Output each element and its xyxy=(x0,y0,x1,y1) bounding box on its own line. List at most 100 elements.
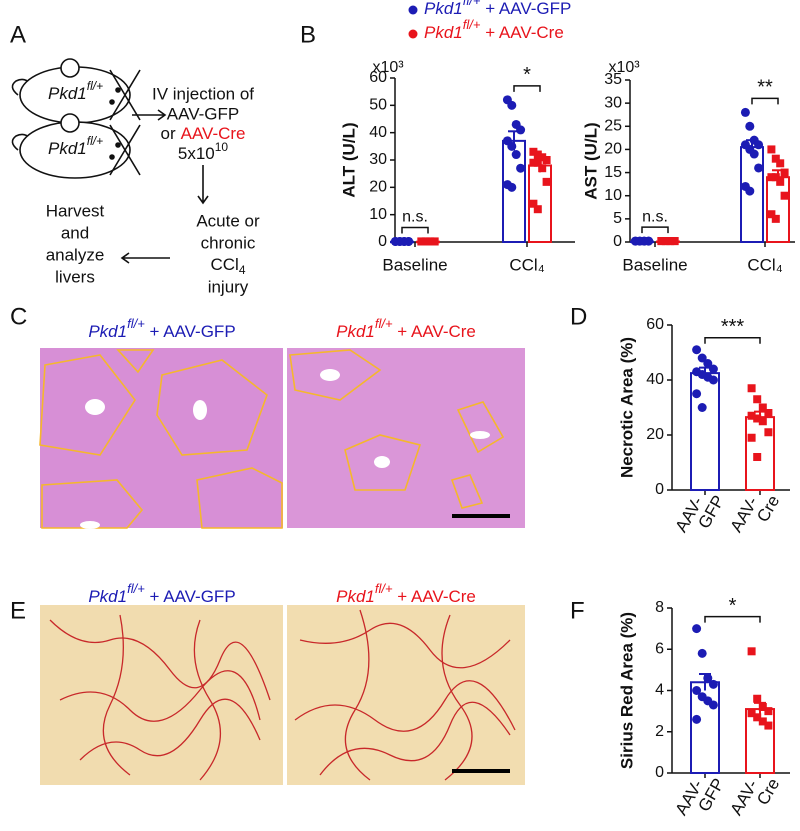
y-tick-label: 6 xyxy=(655,640,664,657)
data-point xyxy=(426,237,435,246)
vector: + AAV-GFP xyxy=(480,0,571,18)
data-point xyxy=(753,713,762,722)
data-point xyxy=(538,164,547,173)
y-multiplier: x10³ xyxy=(608,59,640,76)
legend-marker xyxy=(408,29,418,39)
allele: fl/+ xyxy=(127,581,145,596)
data-point xyxy=(404,236,414,246)
mouse-label: Pkd1fl/+ xyxy=(48,79,103,103)
y-tick-label: 30 xyxy=(604,94,622,111)
x-tick-line: Cre xyxy=(754,492,784,525)
vector: + AAV-Cre xyxy=(480,23,563,42)
mouse-drawings xyxy=(11,58,141,179)
data-point xyxy=(764,707,773,716)
agent-sub: 4 xyxy=(239,263,246,277)
data-point xyxy=(703,673,713,683)
data-point xyxy=(661,237,670,246)
gene: Pkd1 xyxy=(48,139,87,158)
y-axis-label: Sirius Red Area (%) xyxy=(617,612,636,769)
significance-label: * xyxy=(523,64,531,86)
data-point xyxy=(747,433,756,442)
x-tick-label: Baseline xyxy=(382,255,447,274)
data-point xyxy=(771,154,780,163)
harvest-text: analyze xyxy=(46,245,105,264)
y-tick-label: 20 xyxy=(369,179,387,196)
x-tick-label: CCl₄ xyxy=(509,255,544,274)
vector-text: AAV-GFP xyxy=(167,104,239,123)
panel-letter: C xyxy=(10,303,27,330)
allele: fl/+ xyxy=(463,0,481,8)
data-point xyxy=(764,428,773,437)
data-point xyxy=(758,703,767,711)
data-point xyxy=(747,411,756,420)
y-axis-label: AST (U/L) xyxy=(581,122,600,199)
vector: + AAV-Cre xyxy=(393,322,476,341)
data-point xyxy=(767,145,776,154)
panel-letter: B xyxy=(300,21,316,48)
data-point xyxy=(776,159,785,168)
y-tick-label: 4 xyxy=(655,682,664,699)
x-tick-label: Baseline xyxy=(622,255,687,274)
data-point xyxy=(708,679,718,689)
data-point xyxy=(692,624,702,634)
data-point xyxy=(754,140,764,150)
gene: Pkd1 xyxy=(48,84,87,103)
x-tick-label: AAV-GFP xyxy=(672,766,729,827)
panel-letter: F xyxy=(570,597,585,624)
y-tick-label: 50 xyxy=(369,97,387,114)
genotype-label: Pkd1fl/+ + AAV-Cre xyxy=(336,581,476,606)
mouse-label: Pkd1fl/+ xyxy=(48,134,103,158)
dose-exp: 10 xyxy=(215,140,229,154)
y-tick-label: 0 xyxy=(655,481,664,498)
y-tick-label: 2 xyxy=(655,723,664,740)
y-tick-label: 5 xyxy=(613,210,622,227)
y-tick-label: 10 xyxy=(604,187,622,204)
genotype-label: Pkd1fl/+ + AAV-GFP xyxy=(88,316,235,341)
data-point xyxy=(758,717,767,726)
data-point xyxy=(745,186,755,196)
data-point xyxy=(708,700,718,710)
data-point xyxy=(644,236,654,246)
data-point xyxy=(697,403,707,412)
data-point xyxy=(708,364,718,374)
sirius-micrographs xyxy=(40,605,525,785)
gene: Pkd1 xyxy=(336,587,375,606)
data-point xyxy=(697,353,707,363)
data-point xyxy=(740,107,750,117)
data-point xyxy=(507,100,517,110)
data-point xyxy=(542,156,551,164)
y-axis-label: Necrotic Area (%) xyxy=(617,337,636,478)
y-tick-label: 15 xyxy=(604,164,622,181)
data-point xyxy=(749,149,759,159)
gene: Pkd1 xyxy=(336,322,375,341)
y-tick-label: 0 xyxy=(655,764,664,781)
data-point xyxy=(511,150,521,160)
x-tick-label: AAV-Cre xyxy=(727,483,784,544)
data-point xyxy=(430,237,439,246)
injection-text: IV injection of xyxy=(152,84,254,103)
data-point xyxy=(758,403,767,412)
or-text: or AAV-Cre xyxy=(161,124,246,143)
he-micrographs xyxy=(39,348,525,529)
data-point xyxy=(421,237,430,246)
significance-bracket xyxy=(641,226,669,234)
data-point xyxy=(507,141,517,151)
x-tick-label: AAV-GFP xyxy=(672,483,729,544)
data-point xyxy=(780,191,789,200)
significance-label: *** xyxy=(721,316,745,338)
genotype-label: Pkd1fl/+ + AAV-GFP xyxy=(88,581,235,606)
significance-label: * xyxy=(729,595,737,617)
data-point xyxy=(670,237,679,246)
x-tick-line: GFP xyxy=(695,492,729,532)
agent-text: CCl4 xyxy=(210,255,245,277)
allele: fl/+ xyxy=(87,134,103,148)
data-point xyxy=(754,163,764,173)
data-point xyxy=(758,417,767,426)
y-tick-label: 25 xyxy=(604,118,622,135)
data-point xyxy=(538,153,547,162)
data-point xyxy=(708,375,718,385)
data-point xyxy=(753,694,762,703)
y-tick-label: 30 xyxy=(369,151,387,168)
significance-bracket xyxy=(704,337,761,344)
vector: AAV-Cre xyxy=(181,124,246,143)
